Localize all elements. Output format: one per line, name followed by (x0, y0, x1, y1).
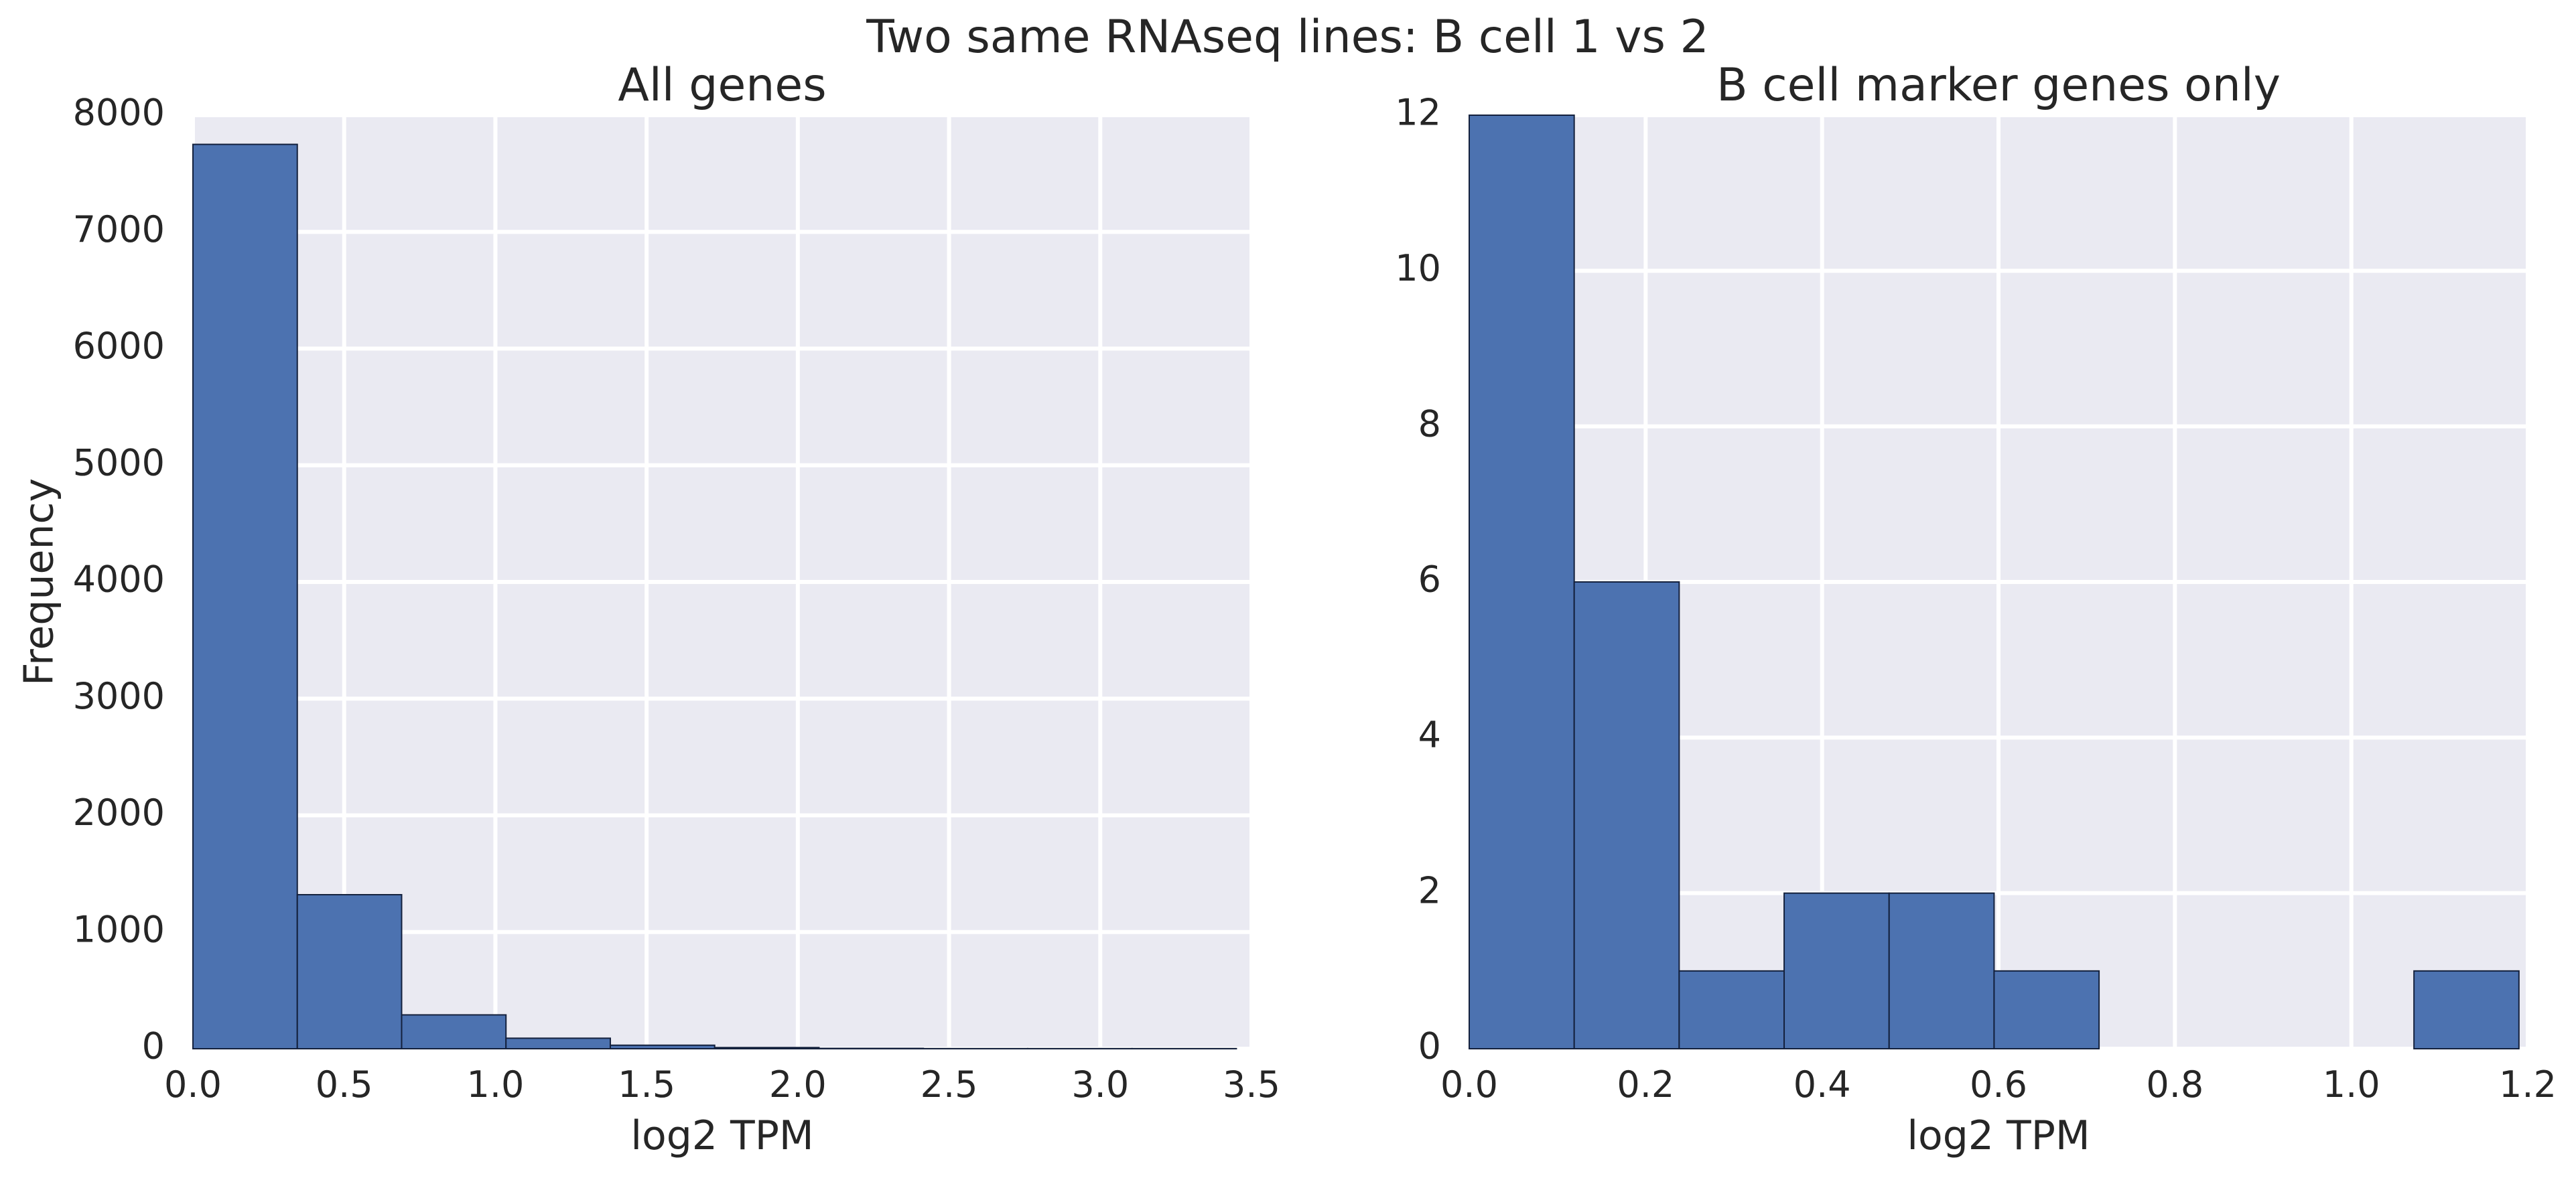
axes-title: B cell marker genes only (1716, 59, 2281, 112)
y-axis-label: Frequency (16, 478, 63, 686)
y-tick-label: 0 (1418, 1025, 1441, 1067)
x-tick-label: 1.0 (466, 1063, 524, 1106)
x-tick-label: 2.5 (921, 1063, 978, 1106)
x-tick-label: 0.8 (2146, 1063, 2204, 1106)
histogram-bar (401, 1014, 507, 1050)
y-tick-label: 2000 (73, 792, 165, 834)
y-tick-label: 4 (1418, 714, 1441, 756)
x-tick-label: 1.0 (2323, 1063, 2380, 1106)
x-tick-label: 0.0 (164, 1063, 222, 1106)
axes-title: All genes (618, 59, 826, 112)
y-tick-label: 6 (1418, 559, 1441, 601)
x-tick-label: 0.0 (1440, 1063, 1498, 1106)
histogram-bar (1678, 970, 1785, 1050)
histogram-bar (505, 1037, 611, 1050)
y-tick-label: 7000 (73, 208, 165, 250)
histogram-bar (1573, 581, 1680, 1049)
histogram-bar (1783, 892, 1890, 1049)
x-axis-label: log2 TPM (630, 1112, 813, 1159)
x-tick-label: 0.6 (1970, 1063, 2027, 1106)
x-tick-label: 1.2 (2499, 1063, 2557, 1106)
y-tick-label: 8 (1418, 402, 1441, 445)
y-tick-label: 4000 (73, 559, 165, 601)
x-tick-label: 1.5 (618, 1063, 675, 1106)
y-tick-label: 6000 (73, 325, 165, 367)
histogram-bar (818, 1047, 925, 1050)
chart-b-cell-marker-genes: 0.0 0.2 0.4 0.6 0.8 1.0 1.2 0 2 4 6 8 10 12 B cell mar… (1395, 59, 2557, 1159)
histogram-bar (1888, 892, 1995, 1049)
histogram-bar (609, 1044, 716, 1049)
y-tick-label: 12 (1395, 92, 1441, 134)
y-tick-label: 2 (1418, 869, 1441, 911)
y-tick-label: 1000 (73, 908, 165, 950)
y-tick-label: 0 (142, 1025, 165, 1067)
y-tick-label: 10 (1395, 247, 1441, 289)
x-tick-label: 0.5 (316, 1063, 373, 1106)
histogram-bar (296, 893, 403, 1049)
histogram-bar (714, 1047, 820, 1049)
y-tick-label: 5000 (73, 441, 165, 484)
x-tick-label: 2.0 (769, 1063, 827, 1106)
x-tick-label: 0.4 (1793, 1063, 1851, 1106)
figure-suptitle: Two same RNAseq lines: B cell 1 vs 2 (866, 11, 1709, 64)
x-tick-label: 0.2 (1617, 1063, 1674, 1106)
chart-all-genes: 0.0 0.5 1.0 1.5 2.0 2.5 3.0 3.5 0 1000 2000 3000 400… (16, 59, 1280, 1159)
y-tick-label: 8000 (73, 92, 165, 134)
x-tick-label: 3.5 (1223, 1063, 1280, 1106)
histogram-bar (1993, 970, 2100, 1050)
y-tick-label: 3000 (73, 675, 165, 717)
x-tick-label: 3.0 (1071, 1063, 1129, 1106)
x-axis-label: log2 TPM (1907, 1112, 2090, 1159)
histogram-bar (2413, 970, 2520, 1050)
histogram-bar (1469, 115, 1575, 1049)
histogram-bar (192, 143, 298, 1049)
